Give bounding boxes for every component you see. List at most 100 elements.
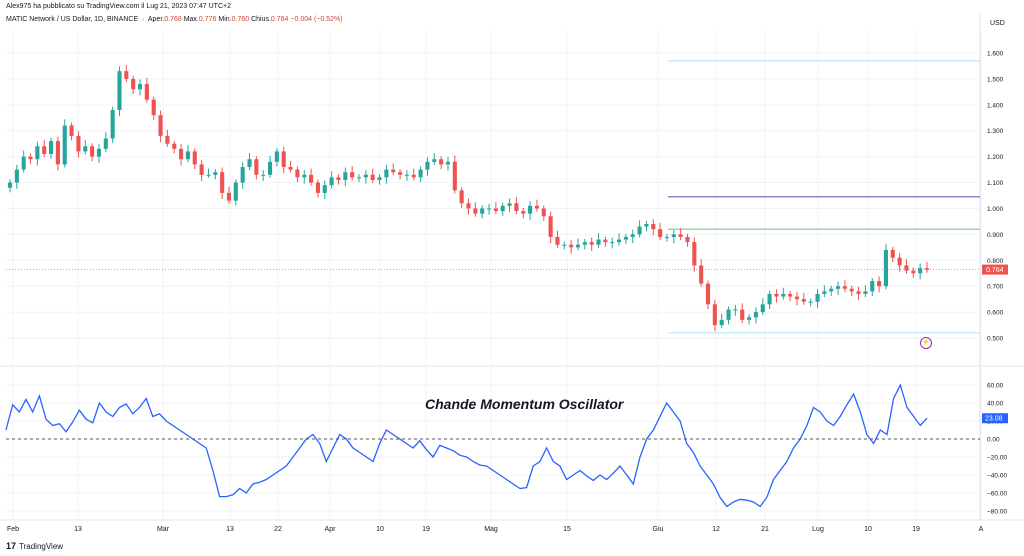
candle-body — [815, 293, 820, 302]
candle-body — [336, 177, 341, 180]
ohlc-legend: MATIC Network / US Dollar, 1D, BINANCE ·… — [6, 16, 343, 23]
candle — [240, 162, 245, 189]
candle — [575, 238, 581, 251]
cmo-line — [5, 383, 928, 508]
candle-body — [493, 208, 498, 212]
candle-body — [226, 192, 232, 201]
candle — [705, 280, 711, 309]
high-value: 0.776 — [198, 16, 217, 23]
candle-body — [35, 146, 40, 160]
candle-body — [192, 151, 197, 165]
candle-body — [514, 203, 519, 212]
currency-label[interactable]: USD — [990, 20, 1005, 27]
oscillator-axis[interactable]: 60.0040.0020.000.00−20.00−40.00−60.00−80… — [982, 383, 1008, 516]
candle — [911, 267, 916, 278]
candle-body — [726, 309, 731, 320]
candle-body — [21, 156, 26, 170]
candle — [835, 281, 841, 295]
candle — [151, 96, 156, 120]
candle-body — [692, 242, 697, 266]
candle-body — [281, 151, 286, 167]
symbol-label[interactable]: MATIC Network / US Dollar, 1D, BINANCE — [6, 16, 139, 23]
osc-tick-label: 40.00 — [987, 401, 1004, 408]
candle — [28, 153, 33, 164]
candle-body — [439, 159, 444, 165]
candle — [623, 233, 628, 245]
candle — [897, 253, 902, 272]
candle-body — [124, 71, 129, 79]
candle-body — [288, 167, 293, 170]
price-tick-label: 0.800 — [987, 258, 1004, 265]
tv-mark-icon: 17 — [6, 541, 17, 551]
candle-body — [96, 148, 102, 157]
drawn-horizontal-lines[interactable] — [668, 60, 980, 334]
candle — [329, 171, 334, 189]
candle — [172, 140, 177, 154]
candle — [507, 198, 512, 213]
time-tick-label: 10 — [376, 526, 384, 533]
candle-body — [117, 71, 122, 110]
candle — [309, 168, 314, 186]
candle — [199, 159, 204, 181]
candle-body — [240, 167, 245, 183]
candle — [822, 285, 827, 298]
time-axis[interactable]: Feb 13 Mar 13 22 Apr 10 19 Mag 15 Giu 12 21 Lug 10 19 A — [7, 526, 984, 533]
candle-body — [733, 309, 738, 311]
candle — [370, 168, 375, 184]
time-tick-label: 21 — [761, 526, 769, 533]
candle — [541, 205, 546, 221]
candle-body — [664, 236, 670, 238]
candle-body — [233, 182, 238, 201]
candle — [863, 285, 868, 298]
candle-body — [829, 288, 834, 292]
price-tick-label: 1.300 — [987, 128, 1004, 135]
candle — [829, 285, 834, 297]
candle-body — [911, 270, 916, 274]
candle-body — [877, 281, 882, 287]
candle-body — [199, 164, 204, 175]
candle-body — [740, 309, 745, 320]
candle-body — [302, 174, 307, 178]
candle-body — [699, 265, 704, 284]
candle-body — [103, 138, 108, 149]
candle-body — [822, 291, 827, 294]
candle-body — [185, 151, 190, 160]
candle — [363, 170, 368, 184]
candle-body — [705, 283, 711, 305]
candle — [726, 306, 731, 325]
candle-body — [753, 312, 758, 318]
close-value: 0.764 — [270, 16, 289, 23]
candle — [103, 132, 108, 152]
time-tick-label: Apr — [325, 526, 337, 533]
candle-body — [42, 146, 47, 155]
candle — [213, 169, 218, 180]
candle-body — [49, 141, 54, 155]
candle-body — [363, 174, 368, 178]
candle-body — [835, 286, 841, 289]
candle — [288, 160, 293, 173]
time-tick-label: A — [979, 526, 984, 533]
candle — [562, 241, 567, 250]
candle-body — [582, 242, 587, 245]
candle-body — [179, 148, 184, 160]
candle-body — [83, 146, 88, 152]
candle — [384, 164, 389, 184]
osc-tick-label: 60.00 — [987, 383, 1004, 390]
candle-body — [377, 177, 382, 180]
candle — [315, 179, 321, 198]
candle — [445, 157, 451, 171]
candle — [49, 137, 54, 159]
brand-label: TradingView — [19, 541, 64, 551]
candle — [514, 197, 519, 215]
candlestick-series — [6, 64, 980, 332]
candle — [459, 187, 464, 208]
candle — [42, 140, 47, 158]
candle-body — [596, 239, 601, 245]
lightning-icon[interactable]: ⚡ — [920, 337, 932, 349]
candle — [712, 299, 717, 332]
candle-body — [110, 110, 115, 139]
price-axis[interactable]: 1.600 1.500 1.400 1.300 1.200 1.100 1.000 0.900… — [982, 51, 1008, 343]
candle-body — [165, 135, 170, 144]
price-tick-label: 1.500 — [987, 76, 1004, 83]
